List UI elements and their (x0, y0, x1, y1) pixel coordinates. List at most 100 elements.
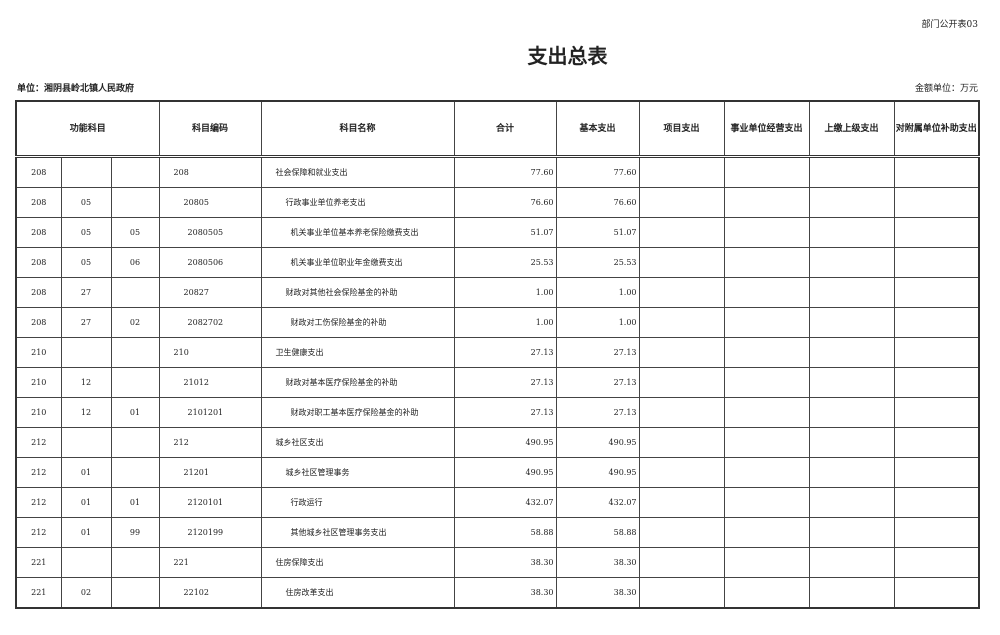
table-row: 208 05 20805 行政事业单位养老支出 76.60 76.60 (15, 187, 980, 218)
class-cell: 221 (15, 547, 62, 578)
class-cell: 208 (15, 156, 62, 188)
class-cell: 208 (15, 187, 62, 218)
business-cell (723, 187, 810, 218)
subitem-cell (110, 577, 160, 609)
subsidy-cell (893, 517, 980, 548)
item-cell: 01 (60, 457, 112, 488)
remit-cell (808, 577, 895, 609)
remit-cell (808, 487, 895, 518)
total-cell: 38.30 (453, 547, 557, 578)
subitem-cell (110, 457, 160, 488)
business-cell (723, 577, 810, 609)
item-cell: 02 (60, 577, 112, 609)
total-cell: 1.00 (453, 307, 557, 338)
subsidy-cell (893, 457, 980, 488)
business-cell (723, 427, 810, 458)
business-cell (723, 397, 810, 428)
code-cell: 2080505 (158, 217, 262, 248)
class-cell: 221 (15, 577, 62, 609)
item-cell: 12 (60, 397, 112, 428)
header-basic: 基本支出 (555, 100, 640, 158)
project-cell (638, 427, 725, 458)
name-cell: 城乡社区管理事务 (260, 457, 455, 488)
item-cell (60, 337, 112, 368)
remit-cell (808, 517, 895, 548)
header-function-subject: 功能科目 (15, 100, 160, 158)
form-number: 部门公开表03 (921, 20, 978, 30)
code-cell: 2120101 (158, 487, 262, 518)
subsidy-cell (893, 156, 980, 188)
business-cell (723, 277, 810, 308)
project-cell (638, 337, 725, 368)
item-cell: 01 (60, 517, 112, 548)
basic-cell: 27.13 (555, 397, 640, 428)
remit-cell (808, 247, 895, 278)
business-cell (723, 547, 810, 578)
header-subject-code: 科目编码 (158, 100, 262, 158)
business-cell (723, 517, 810, 548)
subitem-cell: 01 (110, 397, 160, 428)
total-cell: 490.95 (453, 427, 557, 458)
table-row: 212 212 城乡社区支出 490.95 490.95 (15, 427, 980, 458)
subsidy-cell (893, 247, 980, 278)
project-cell (638, 487, 725, 518)
remit-cell (808, 156, 895, 188)
class-cell: 212 (15, 427, 62, 458)
remit-cell (808, 547, 895, 578)
remit-cell (808, 277, 895, 308)
project-cell (638, 457, 725, 488)
total-cell: 490.95 (453, 457, 557, 488)
table-row: 210 210 卫生健康支出 27.13 27.13 (15, 337, 980, 368)
class-cell: 210 (15, 337, 62, 368)
remit-cell (808, 397, 895, 428)
total-cell: 25.53 (453, 247, 557, 278)
basic-cell: 51.07 (555, 217, 640, 248)
remit-cell (808, 427, 895, 458)
subitem-cell (110, 277, 160, 308)
unit-label: 单位：湘阴县岭北镇人民政府 (17, 84, 135, 94)
item-cell: 01 (60, 487, 112, 518)
subitem-cell: 06 (110, 247, 160, 278)
basic-cell: 77.60 (555, 156, 640, 188)
name-cell: 行政事业单位养老支出 (260, 187, 455, 218)
name-cell: 行政运行 (260, 487, 455, 518)
subitem-cell: 02 (110, 307, 160, 338)
code-cell: 20805 (158, 187, 262, 218)
name-cell: 住房保障支出 (260, 547, 455, 578)
class-cell: 212 (15, 517, 62, 548)
table-row: 212 01 99 2120199 其他城乡社区管理事务支出 58.88 58.88 (15, 517, 980, 548)
table-row: 208 05 05 2080505 机关事业单位基本养老保险缴费支出 51.07 51.07 (15, 217, 980, 248)
header-total: 合计 (453, 100, 557, 158)
project-cell (638, 247, 725, 278)
subsidy-cell (893, 187, 980, 218)
basic-cell: 27.13 (555, 367, 640, 398)
item-cell: 12 (60, 367, 112, 398)
business-cell (723, 247, 810, 278)
code-cell: 2120199 (158, 517, 262, 548)
subitem-cell (110, 156, 160, 188)
item-cell: 27 (60, 277, 112, 308)
project-cell (638, 367, 725, 398)
class-cell: 208 (15, 217, 62, 248)
table-row: 212 01 01 2120101 行政运行 432.07 432.07 (15, 487, 980, 518)
basic-cell: 38.30 (555, 547, 640, 578)
table-row: 208 27 20827 财政对其他社会保险基金的补助 1.00 1.00 (15, 277, 980, 308)
class-cell: 208 (15, 277, 62, 308)
subitem-cell: 01 (110, 487, 160, 518)
table-row: 208 05 06 2080506 机关事业单位职业年金缴费支出 25.53 25.53 (15, 247, 980, 278)
remit-cell (808, 217, 895, 248)
header-row: 功能科目 科目编码 科目名称 合计 基本支出 项目支出 事业单位经营支出 上缴上… (15, 100, 980, 158)
remit-cell (808, 457, 895, 488)
name-cell: 住房改革支出 (260, 577, 455, 609)
basic-cell: 1.00 (555, 277, 640, 308)
project-cell (638, 156, 725, 188)
name-cell: 机关事业单位基本养老保险缴费支出 (260, 217, 455, 248)
project-cell (638, 307, 725, 338)
subsidy-cell (893, 337, 980, 368)
name-cell: 财政对职工基本医疗保险基金的补助 (260, 397, 455, 428)
code-cell: 212 (158, 427, 262, 458)
business-cell (723, 457, 810, 488)
total-cell: 51.07 (453, 217, 557, 248)
total-cell: 77.60 (453, 156, 557, 188)
project-cell (638, 517, 725, 548)
